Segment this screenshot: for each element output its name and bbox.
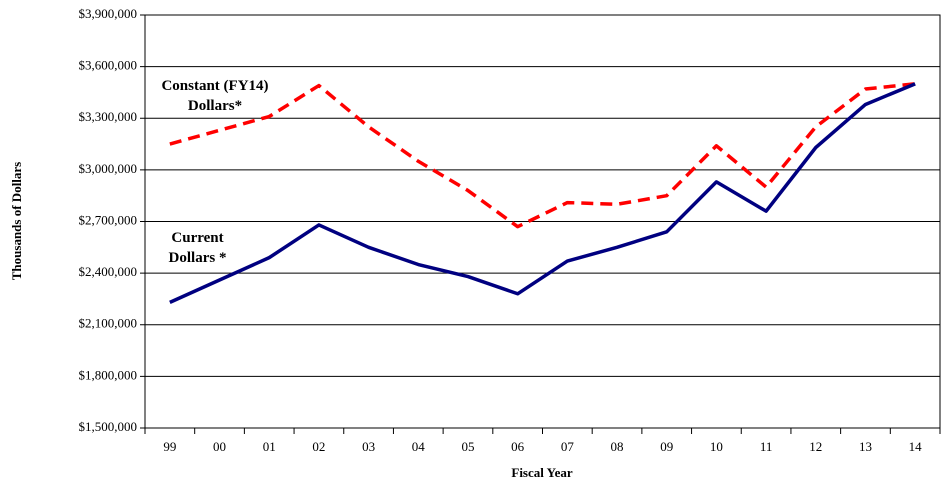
x-tick-label: 12: [809, 439, 822, 454]
y-tick-label: $2,100,000: [79, 316, 138, 331]
y-tick-label: $2,700,000: [79, 212, 138, 227]
x-tick-label: 14: [909, 439, 923, 454]
series-annotation: Current Dollars *: [168, 230, 227, 266]
x-tick-label: 07: [561, 439, 575, 454]
x-tick-label: 99: [163, 439, 176, 454]
x-tick-label: 13: [859, 439, 872, 454]
series-line: [169, 82, 916, 304]
x-tick-label: 06: [511, 439, 525, 454]
x-tick-label: 03: [362, 439, 375, 454]
y-tick-label: $3,900,000: [79, 6, 138, 21]
y-tick-label: $3,000,000: [79, 161, 138, 176]
x-axis-title: Fiscal Year: [511, 465, 572, 480]
y-tick-label: $1,800,000: [79, 367, 138, 382]
x-tick-label: 10: [710, 439, 723, 454]
x-tick-label: 02: [312, 439, 325, 454]
x-tick-label: 09: [660, 439, 673, 454]
y-axis-title: Thousands of Dollars: [9, 162, 24, 280]
y-tick-label: $2,400,000: [79, 264, 138, 279]
x-tick-label: 11: [760, 439, 773, 454]
y-tick-label: $3,300,000: [79, 109, 138, 124]
series-annotation: Constant (FY14) Dollars*: [161, 78, 269, 114]
x-tick-label: 01: [263, 439, 276, 454]
y-tick-label: $3,600,000: [79, 58, 138, 73]
y-tick-label: $1,500,000: [79, 419, 138, 434]
x-tick-label: 05: [461, 439, 474, 454]
x-tick-label: 08: [611, 439, 624, 454]
x-tick-label: 04: [412, 439, 426, 454]
x-tick-label: 00: [213, 439, 226, 454]
